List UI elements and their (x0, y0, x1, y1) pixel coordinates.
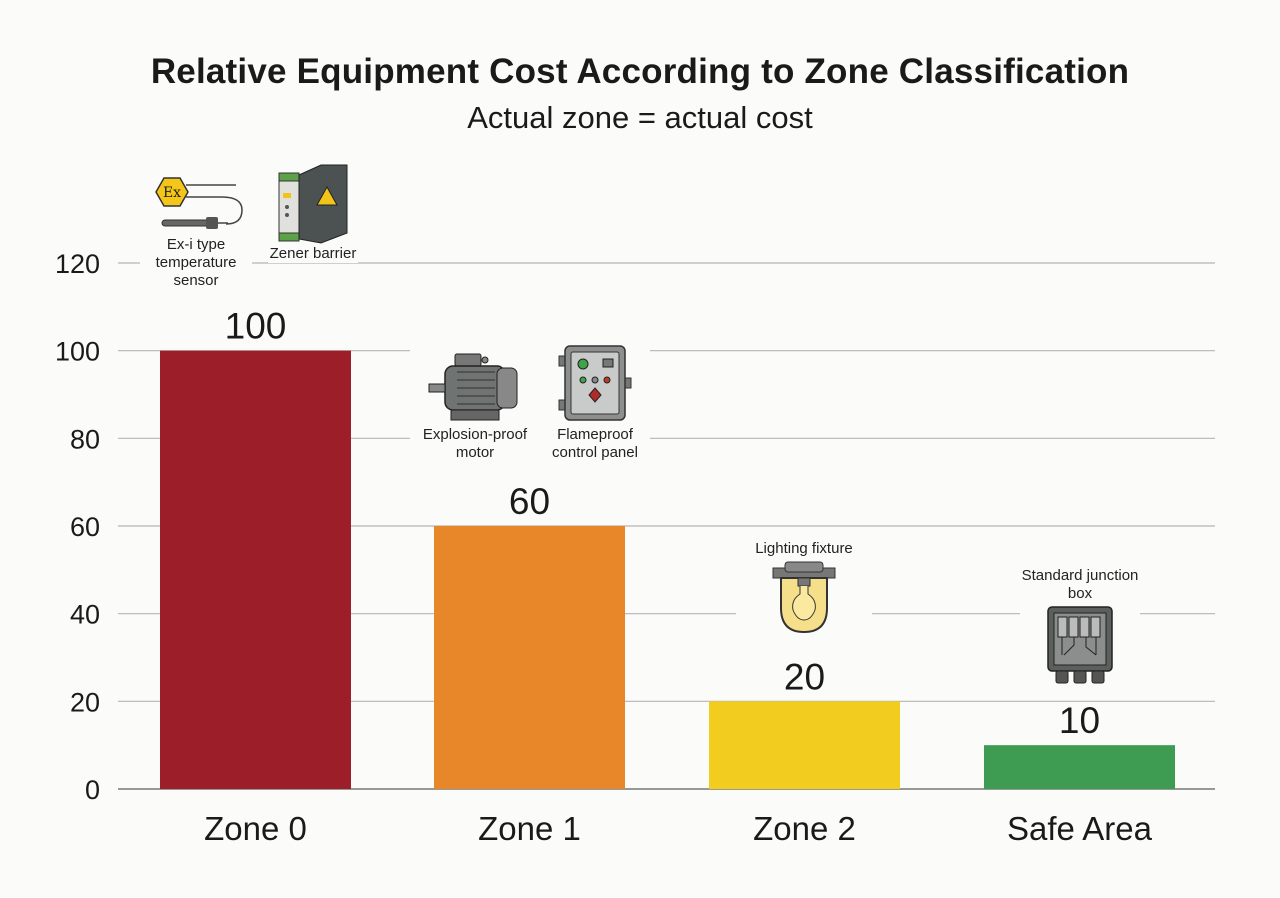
explosion-proof-motor-icon (428, 353, 518, 421)
y-tick-label: 120 (55, 249, 100, 279)
chart-subtitle: Actual zone = actual cost (467, 100, 813, 135)
annotation-motor: Explosion-proof motor (410, 350, 540, 462)
annotation-junction-box: Standard junction box (1020, 567, 1140, 689)
annotation-label: Standard junction box (1021, 567, 1139, 602)
lighting-fixture-icon (772, 561, 836, 634)
y-tick-label: 100 (55, 337, 100, 367)
annotation-lighting: Lighting fixture (736, 540, 872, 636)
x-tick-label: Zone 0 (204, 810, 307, 847)
bar-zone-0 (160, 350, 351, 789)
annotation-control-panel: Flameproof control panel (540, 344, 650, 462)
value-label: 10 (1059, 700, 1100, 741)
bar-zone-1 (434, 526, 625, 789)
y-tick-label: 80 (70, 424, 100, 454)
annotation-label: Flameproof control panel (552, 426, 638, 461)
annotation-label: Zener barrier (269, 245, 357, 262)
zener-barrier-icon (278, 164, 348, 244)
y-tick-label: 20 (70, 687, 100, 717)
temperature-sensor-icon: Ex (155, 177, 243, 229)
bar-safe-area (984, 745, 1175, 789)
svg-text:Ex: Ex (163, 185, 181, 201)
chart-title: Relative Equipment Cost According to Zon… (150, 52, 1130, 91)
annotation-ex-sensor: Ex Ex-i type temperature sensor (140, 172, 252, 290)
annotation-zener-barrier: Zener barrier (268, 163, 358, 263)
y-tick-label: 60 (70, 512, 100, 542)
y-tick-label: 40 (70, 600, 100, 630)
y-tick-label: 0 (85, 775, 100, 805)
value-label: 20 (784, 656, 825, 697)
x-tick-label: Safe Area (1007, 810, 1153, 847)
junction-box-icon (1047, 606, 1113, 684)
x-tick-label: Zone 2 (753, 810, 856, 847)
annotation-label: Explosion-proof motor (422, 426, 528, 461)
value-label: 100 (225, 306, 287, 347)
bar-zone-2 (709, 701, 900, 789)
x-tick-label: Zone 1 (478, 810, 581, 847)
annotation-label: Ex-i type temperature sensor (155, 236, 237, 289)
value-label: 60 (509, 481, 550, 522)
annotation-label: Lighting fixture (755, 540, 853, 557)
flameproof-control-panel-icon (558, 345, 632, 421)
